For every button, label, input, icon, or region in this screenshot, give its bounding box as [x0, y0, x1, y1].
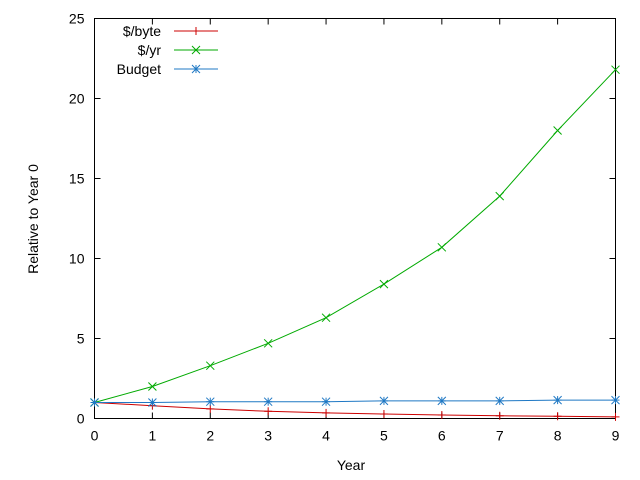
data-point-byte — [322, 408, 331, 417]
data-point-byte — [206, 404, 215, 413]
data-point-yr — [148, 382, 157, 391]
plot-frame — [94, 18, 616, 419]
x-tick-label: 6 — [438, 428, 446, 444]
legend: $/byte $/yr Budget — [117, 23, 218, 77]
x-tick-label: 1 — [148, 428, 156, 444]
data-point-yr — [495, 191, 505, 201]
data-point-budget — [437, 396, 447, 406]
y-tick-label: 25 — [69, 11, 85, 27]
x-tick-label: 4 — [322, 428, 330, 444]
data-point-budget — [611, 395, 620, 405]
legend-label-budget: Budget — [117, 61, 161, 77]
data-point-byte — [379, 410, 388, 419]
x-tick-label: 2 — [206, 428, 214, 444]
x-tick-label: 8 — [554, 428, 562, 444]
x-tick-label: 5 — [380, 428, 388, 444]
legend-marker-budget — [191, 64, 201, 74]
series-line-byte — [94, 402, 616, 418]
legend-label-yr: $/yr — [138, 42, 162, 58]
axis-tick-labels: 0 1 2 3 4 5 6 7 8 9 0 5 10 15 20 25 — [69, 11, 620, 444]
data-point-byte — [553, 412, 562, 421]
data-point-yr — [611, 65, 620, 75]
x-tick-label: 3 — [264, 428, 272, 444]
y-tick-label: 20 — [69, 91, 85, 107]
data-point-byte — [264, 407, 273, 416]
axis-ticks — [94, 18, 616, 419]
series-line-budget — [94, 399, 616, 403]
x-tick-label: 0 — [91, 428, 99, 444]
data-point-budget — [495, 396, 505, 406]
data-point-budget — [148, 398, 157, 407]
data-point-yr — [321, 313, 331, 323]
data-point-yr — [205, 361, 215, 371]
y-tick-label: 5 — [77, 331, 85, 347]
y-axis-title: Relative to Year 0 — [25, 164, 41, 274]
x-axis-title: Year — [337, 457, 366, 473]
data-point-yr — [553, 126, 562, 135]
data-point-byte — [495, 411, 504, 420]
data-point-yr — [379, 279, 389, 289]
series-layer — [90, 65, 620, 421]
data-point-budget — [379, 396, 389, 406]
data-point-budget — [553, 395, 562, 405]
data-point-budget — [90, 398, 99, 407]
y-tick-label: 0 — [77, 411, 85, 427]
series-line-yr — [94, 69, 616, 403]
legend-marker-byte — [192, 27, 200, 35]
data-point-budget — [321, 397, 331, 407]
y-tick-label: 15 — [69, 171, 85, 187]
x-tick-label: 9 — [612, 428, 620, 444]
data-point-byte — [611, 412, 620, 421]
legend-label-byte: $/byte — [123, 23, 161, 39]
data-point-yr — [263, 338, 273, 348]
data-point-byte — [437, 410, 446, 419]
y-tick-label: 10 — [69, 251, 85, 267]
data-point-budget — [205, 397, 215, 407]
x-tick-label: 7 — [496, 428, 504, 444]
data-point-budget — [263, 397, 273, 407]
data-point-yr — [437, 242, 447, 252]
legend-marker-yr — [191, 45, 201, 55]
